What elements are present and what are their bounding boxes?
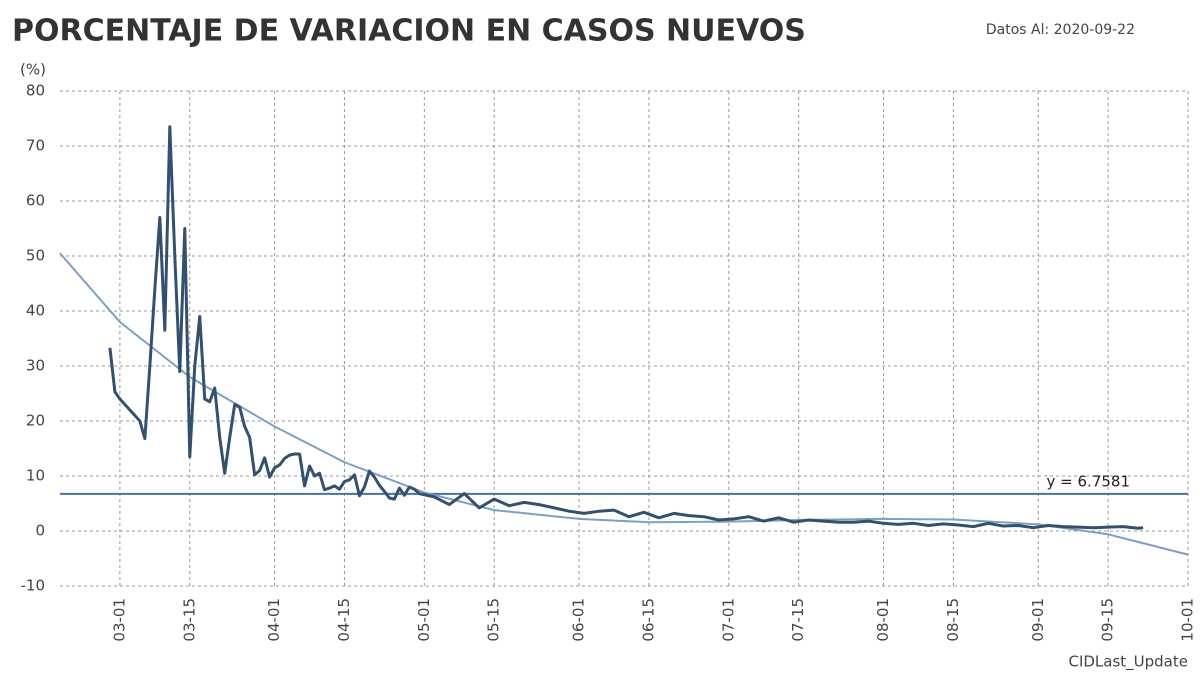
series-line <box>59 252 1189 556</box>
y-tick-label: 20 <box>26 412 45 430</box>
y-tick-label: 70 <box>26 137 45 155</box>
x-tick-label: 03-15 <box>180 598 198 642</box>
x-tick-label: 05-15 <box>485 598 503 642</box>
y-tick-label: 40 <box>26 302 45 320</box>
x-tick-label: 04-01 <box>265 598 283 642</box>
chart-subtitle: Datos Al: 2020-09-22 <box>986 22 1135 38</box>
x-tick-label: 07-15 <box>789 598 807 642</box>
x-tick-label: 04-15 <box>335 598 353 642</box>
x-tick-label: 09-15 <box>1099 598 1117 642</box>
x-tick-label: 08-01 <box>874 598 892 642</box>
y-axis-label: (%) <box>20 61 46 79</box>
y-tick-label: 50 <box>26 247 45 265</box>
x-axis-label: CIDLast_Update <box>1068 653 1188 672</box>
reference-label: y = 6.7581 <box>1047 472 1130 490</box>
y-tick-label: -10 <box>21 577 46 595</box>
x-tick-label: 06-01 <box>570 598 588 642</box>
y-tick-label: 60 <box>26 192 45 210</box>
x-tick-label: 03-01 <box>110 598 128 642</box>
y-tick-label: 0 <box>35 522 45 540</box>
chart-title: PORCENTAJE DE VARIACION EN CASOS NUEVOS <box>12 14 806 49</box>
x-tick-label: 06-15 <box>639 598 657 642</box>
x-tick-label: 05-01 <box>415 598 433 642</box>
x-tick-label: 10-01 <box>1179 598 1197 642</box>
y-tick-label: 10 <box>26 467 45 485</box>
x-tick-label: 09-01 <box>1029 598 1047 642</box>
y-tick-label: 30 <box>26 357 45 375</box>
x-tick-label: 07-01 <box>719 598 737 642</box>
series-line <box>108 125 1144 530</box>
y-tick-label: 80 <box>26 82 45 100</box>
x-tick-label: 08-15 <box>944 598 962 642</box>
